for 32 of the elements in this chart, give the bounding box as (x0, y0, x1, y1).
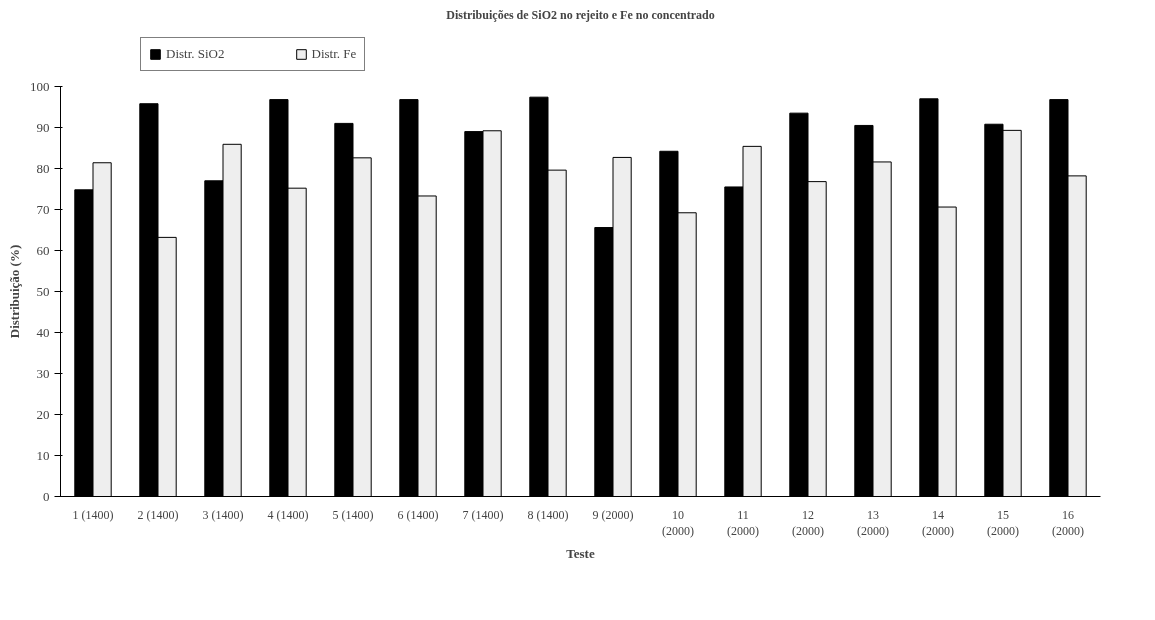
y-tick-label: 30 (36, 365, 50, 381)
y-tick-label: 80 (36, 160, 50, 176)
x-tick-label: 6 (1400) (397, 507, 439, 522)
y-tick-label: 20 (36, 406, 50, 422)
y-tick-label: 40 (36, 324, 50, 340)
x-tick-label: 11 (2000) (727, 507, 759, 539)
chart-title: Distribuições de SiO2 no rejeito e Fe no concentrado (446, 7, 715, 22)
y-tick-label: 50 (36, 283, 50, 299)
x-tick-label: 5 (1400) (332, 507, 374, 522)
x-tick-label: 3 (1400) (202, 507, 244, 522)
x-tick-label: 10 (2000) (662, 507, 694, 539)
x-tick-label: 13 (2000) (857, 507, 889, 539)
x-tick-label: 4 (1400) (267, 507, 309, 522)
x-tick-label: 2 (1400) (137, 507, 179, 522)
y-tick-label: 0 (43, 488, 50, 504)
y-tick-label: 60 (36, 242, 50, 258)
x-tick-label: 14 (2000) (922, 507, 954, 539)
x-tick-label: 7 (1400) (462, 507, 504, 522)
x-tick-label: 15 (2000) (987, 507, 1019, 539)
y-tick-label: 90 (36, 119, 50, 135)
legend-label: Distr. Fe (311, 46, 357, 62)
y-tick-label: 10 (36, 447, 50, 463)
x-axis-title: Teste (566, 546, 595, 562)
y-axis-title: Distribuição (%) (7, 244, 22, 339)
x-tick-label: 12 (2000) (792, 507, 824, 539)
x-tick-label: 8 (1400) (527, 507, 569, 522)
legend-label: Distr. SiO2 (166, 46, 225, 62)
y-tick-label: 100 (30, 78, 50, 94)
x-tick-label: 1 (1400) (72, 507, 114, 522)
x-tick-label: 16 (2000) (1052, 507, 1084, 539)
y-tick-label: 70 (36, 201, 50, 217)
x-tick-label: 9 (2000) (592, 507, 634, 522)
